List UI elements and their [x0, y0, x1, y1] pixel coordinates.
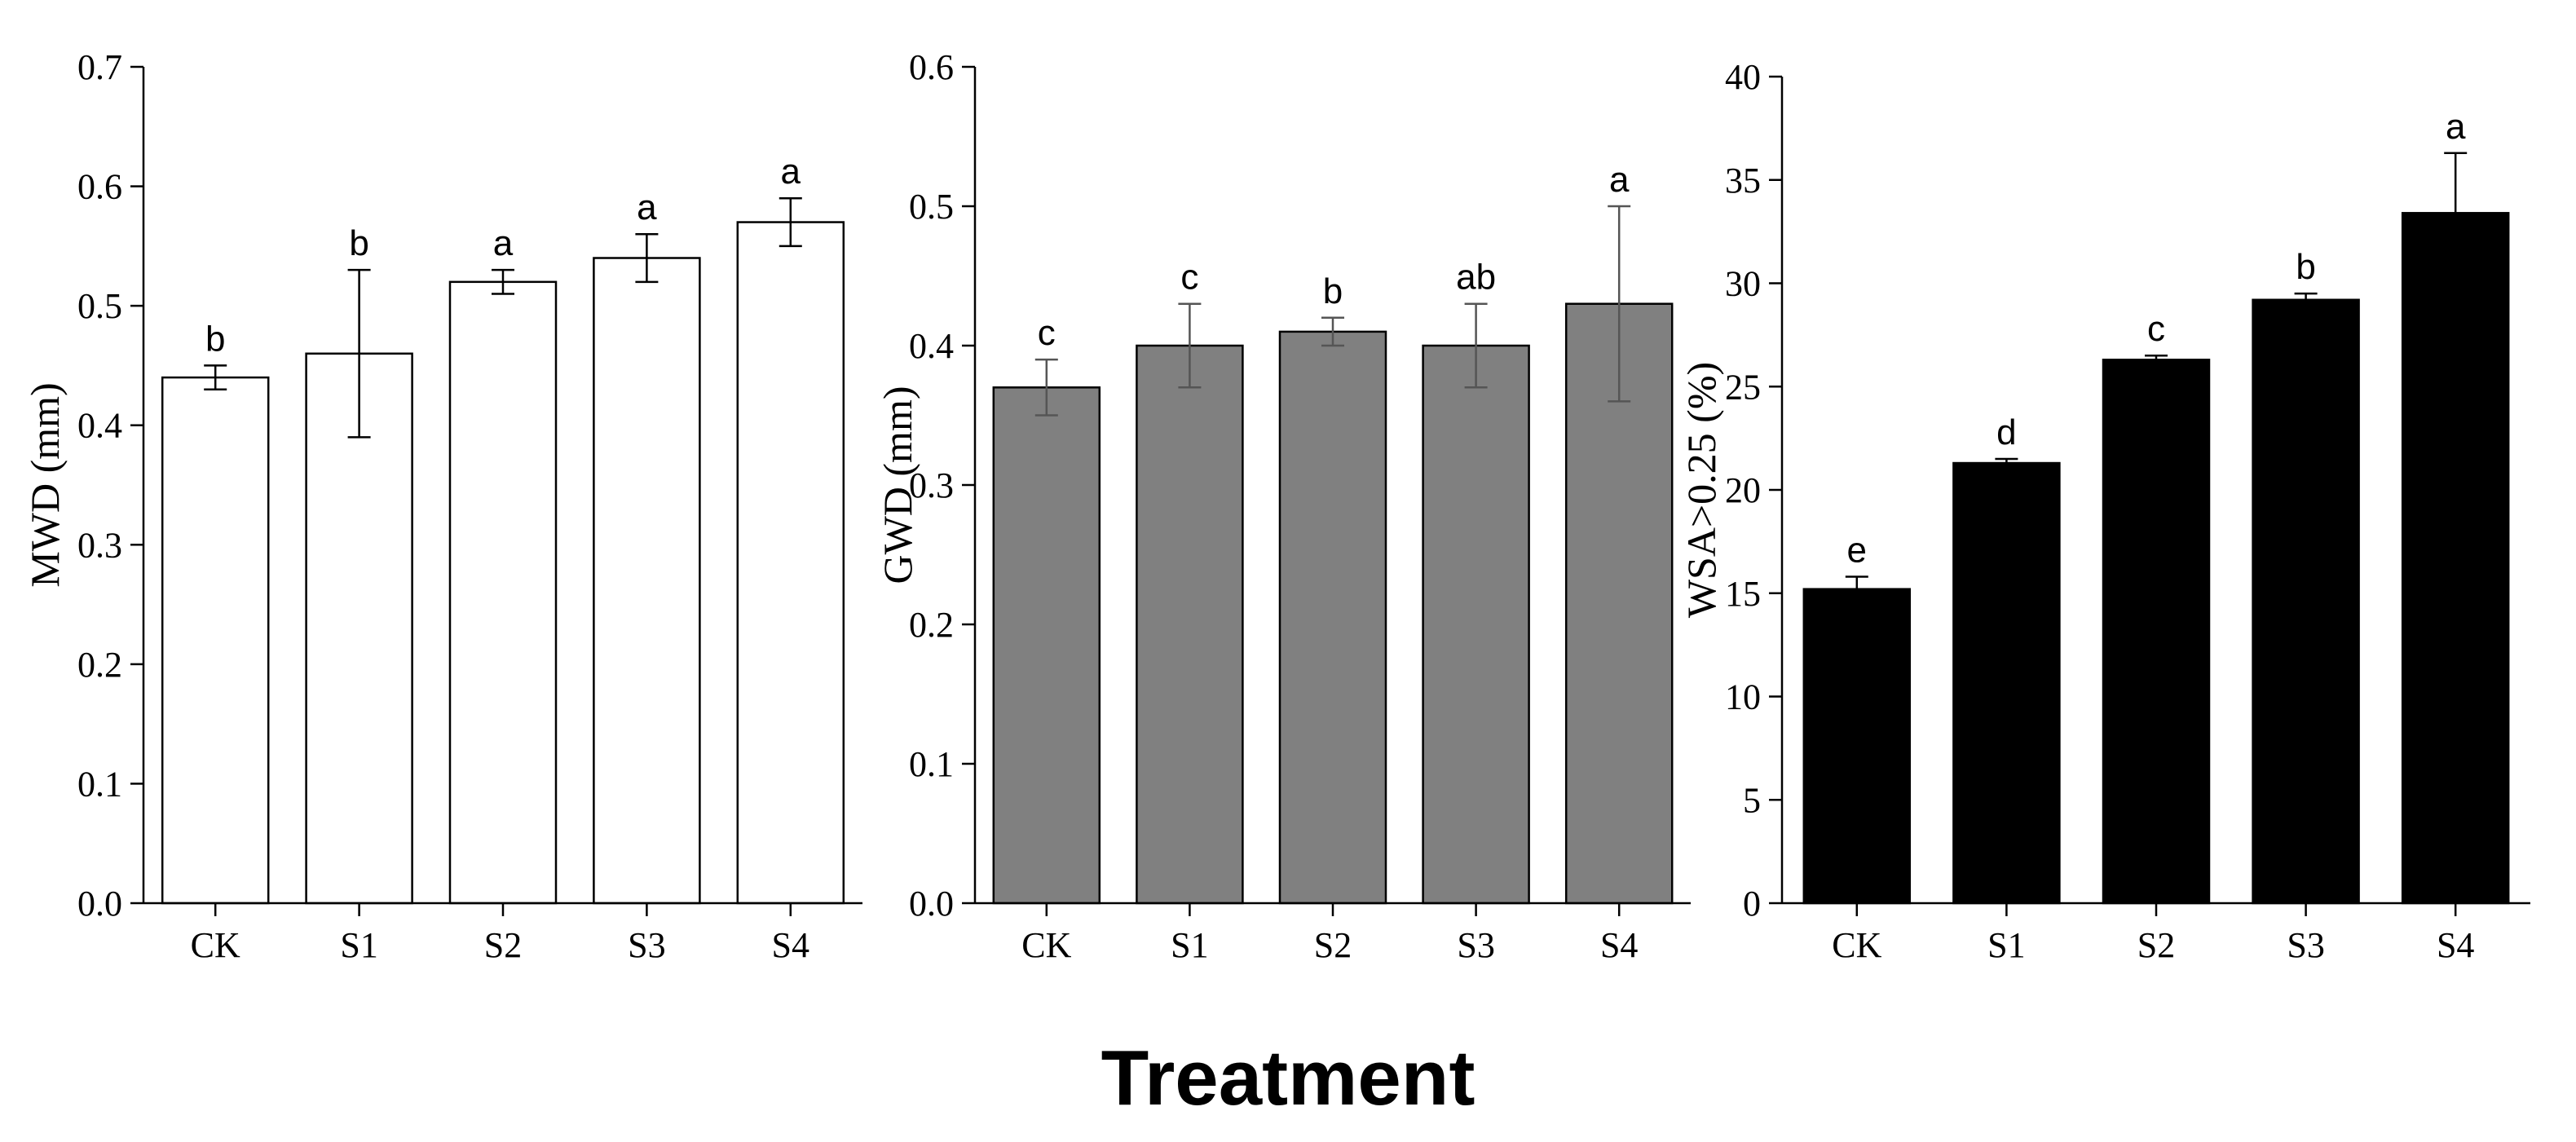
significance-letter: c: [1038, 313, 1056, 353]
y-tick-label: 25: [1725, 367, 1761, 407]
bar-S2: [448, 280, 558, 905]
panel-gwd: c c b ab a 0.0 0.1 0.2 0.3 0.4 0.5 0.6 CK S1 S2 S3 S4 GWD…: [875, 47, 1691, 965]
x-tick-label: S1: [1987, 925, 2025, 965]
y-tick-label: 40: [1725, 57, 1761, 97]
bar-S1: [305, 352, 413, 905]
y-tick-label: 35: [1725, 161, 1761, 201]
error-bar-S2: [1321, 316, 1344, 347]
bar-S2: [1278, 330, 1387, 905]
bar-S1: [1136, 344, 1244, 905]
bar-S3: [2252, 298, 2360, 905]
bar-S4: [2401, 212, 2510, 905]
error-bar-S2: [2145, 354, 2168, 365]
y-tick-label: 0.6: [77, 167, 122, 207]
significance-letter: a: [1609, 160, 1630, 200]
significance-letter: c: [1180, 258, 1198, 298]
significance-letter: b: [2296, 247, 2315, 287]
x-tick-label: CK: [1832, 925, 1881, 965]
error-bar-CK: [1034, 358, 1058, 417]
x-tick-label: CK: [191, 925, 240, 965]
bar-CK: [161, 376, 270, 905]
x-tick-label: CK: [1021, 925, 1071, 965]
x-tick-label: S3: [2287, 925, 2324, 965]
error-bar-S4: [779, 196, 802, 248]
bar-S4: [736, 221, 845, 905]
y-tick-label: 0.2: [909, 605, 954, 645]
x-tick-label: S1: [1171, 925, 1208, 965]
x-tick-label: S3: [628, 925, 665, 965]
bar-S3: [593, 257, 701, 905]
y-tick-label: 0.0: [909, 884, 954, 924]
significance-letter: b: [1323, 271, 1343, 311]
significance-letter: a: [781, 152, 801, 192]
significance-letter: b: [205, 319, 225, 359]
x-tick-label: S2: [2137, 925, 2175, 965]
significance-letter: a: [637, 187, 657, 227]
error-bar-S1: [1178, 302, 1202, 389]
error-bar-S4: [2444, 152, 2468, 275]
x-tick-label: S1: [340, 925, 377, 965]
error-bar-S3: [1464, 302, 1488, 389]
panel-mwd: b b a a a 0.0 0.1 0.2 0.3 0.4 0.5 0.6 0.7 CK S1 S2 S3 S4 M…: [22, 47, 862, 965]
y-tick-label: 5: [1743, 780, 1761, 820]
x-tick-label: S4: [1600, 925, 1638, 965]
bar-S3: [1422, 344, 1530, 905]
error-bar-CK: [1845, 575, 1868, 603]
y-axis-title: WSA>0.25 (%): [1678, 362, 1724, 618]
y-tick-label: 0.3: [909, 465, 954, 505]
significance-letter: d: [1996, 412, 2016, 452]
y-tick-label: 20: [1725, 470, 1761, 510]
x-tick-label: S3: [1457, 925, 1494, 965]
significance-letter: a: [2446, 107, 2466, 147]
panel-wsa: e d c b a 0 5 10 15 20 25 30 35 40 CK S1 S2 S3 S4 WSA>0.25 …: [1678, 57, 2530, 965]
y-tick-label: 0.2: [77, 645, 122, 685]
y-tick-label: 0.5: [77, 286, 122, 326]
y-tick-label: 0.1: [77, 764, 122, 804]
x-tick-label: S2: [1314, 925, 1352, 965]
error-bar-S1: [347, 268, 371, 439]
error-bar-S3: [635, 232, 659, 284]
y-tick-label: 0.1: [909, 744, 954, 784]
y-tick-label: 0.3: [77, 525, 122, 565]
bar-S1: [1952, 461, 2061, 905]
y-tick-label: 10: [1725, 677, 1761, 717]
significance-letter: e: [1847, 530, 1867, 570]
y-axis-title: GWD (mm): [875, 386, 920, 584]
error-bar-S2: [492, 268, 514, 295]
y-tick-label: 15: [1725, 574, 1761, 614]
bar-S2: [2102, 359, 2211, 905]
y-tick-label: 0.5: [909, 187, 954, 227]
x-tick-label: S4: [2437, 925, 2474, 965]
error-bar-CK: [204, 364, 227, 390]
y-tick-label: 30: [1725, 264, 1761, 304]
y-tick-label: 0.7: [77, 47, 122, 87]
x-tick-label: S4: [772, 925, 809, 965]
significance-letter: ab: [1456, 258, 1496, 298]
significance-letter: a: [493, 223, 514, 263]
x-tick-label: S2: [484, 925, 522, 965]
significance-letter: b: [349, 223, 368, 263]
error-bar-S1: [1995, 457, 2018, 469]
bar-CK: [1802, 588, 1912, 905]
bar-CK: [992, 386, 1101, 905]
error-bar-S3: [2294, 292, 2318, 307]
shared-x-axis-title: Treatment: [1101, 1034, 1475, 1122]
y-tick-label: 0.4: [77, 406, 122, 446]
y-tick-label: 0.4: [909, 326, 954, 366]
y-tick-label: 0.6: [909, 47, 954, 87]
y-axis-title: MWD (mm): [22, 382, 68, 587]
error-bar-S4: [1608, 205, 1631, 403]
y-tick-label: 0.0: [77, 884, 122, 924]
significance-letter: c: [2147, 309, 2165, 349]
y-tick-label: 0: [1743, 884, 1761, 924]
